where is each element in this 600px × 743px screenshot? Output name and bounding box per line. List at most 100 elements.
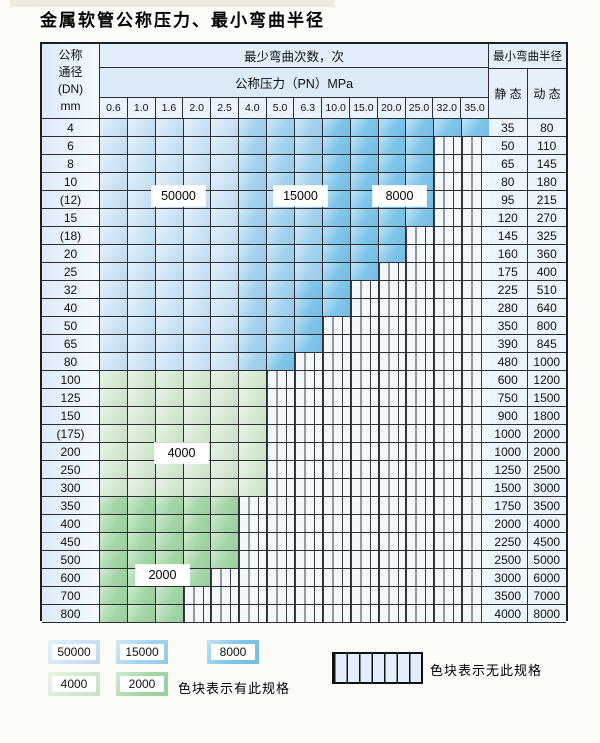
pressure-cells (100, 587, 490, 605)
spec-cell (295, 137, 323, 155)
pressure-cells (100, 227, 490, 245)
legend-has-spec-note: 色块表示有此规格 (178, 681, 291, 696)
spec-cell (100, 389, 128, 407)
pressure-cells (100, 281, 490, 299)
no-spec-cell (406, 263, 435, 281)
spec-cell (350, 191, 379, 209)
no-spec-cell (295, 443, 323, 461)
pressure-cells (100, 425, 490, 443)
no-spec-cell (378, 299, 407, 317)
pressure-value-header: 6.3 (294, 97, 323, 119)
dn-cell: 600 (42, 569, 100, 587)
dynamic-radius-cell: 400 (527, 263, 566, 281)
pressure-value-header: 35.0 (461, 97, 488, 119)
static-radius-cell: 480 (489, 353, 528, 371)
no-spec-cell (350, 371, 379, 389)
dynamic-radius-cell: 80 (527, 119, 566, 137)
dn-cell: 8 (42, 155, 100, 173)
no-spec-cell (406, 227, 435, 245)
spec-cell (211, 245, 240, 263)
static-radius-cell: 2250 (489, 533, 528, 551)
zone-label: 4000 (155, 443, 208, 463)
spec-cell (211, 119, 240, 137)
no-spec-cell (406, 425, 435, 443)
spec-cell (350, 209, 379, 227)
static-radius-cell: 1250 (489, 461, 528, 479)
no-spec-cell (295, 587, 323, 605)
legend-swatch: 50000 (48, 640, 100, 664)
spec-cell (350, 173, 379, 191)
no-spec-cell (462, 389, 490, 407)
spec-cell (211, 371, 240, 389)
no-spec-cell (322, 407, 351, 425)
static-radius-cell: 3000 (489, 569, 528, 587)
no-spec-cell (378, 515, 407, 533)
spec-cell (100, 263, 128, 281)
spec-cell (267, 317, 296, 335)
legend-swatch: 8000 (207, 640, 259, 664)
no-spec-cell (434, 605, 463, 623)
no-spec-cell (462, 587, 490, 605)
spec-cell (155, 371, 184, 389)
no-spec-cell (350, 569, 379, 587)
no-spec-cell (462, 299, 490, 317)
table-row: 65 390 845 (42, 335, 566, 353)
static-radius-cell: 750 (489, 389, 528, 407)
table-row: 15 120 270 (42, 209, 566, 227)
no-spec-cell (350, 335, 379, 353)
legend-swatch-label: 4000 (52, 676, 96, 692)
no-spec-cell (378, 605, 407, 623)
dn-column-header: 公称 通径 (DN) mm (42, 44, 100, 119)
zone-label: 2000 (136, 565, 189, 585)
no-spec-cell (406, 569, 435, 587)
dn-cell: 150 (42, 407, 100, 425)
dn-cell: 125 (42, 389, 100, 407)
spec-cell (100, 569, 128, 587)
static-radius-cell: 390 (489, 335, 528, 353)
spec-cell (155, 137, 184, 155)
no-spec-cell (378, 317, 407, 335)
no-spec-cell (322, 461, 351, 479)
spec-cell (100, 605, 128, 623)
spec-cell (295, 263, 323, 281)
spec-cell (155, 281, 184, 299)
dn-cell: 10 (42, 173, 100, 191)
no-spec-cell (350, 443, 379, 461)
no-spec-cell (406, 407, 435, 425)
table-row: 250 1250 2500 (42, 461, 566, 479)
dn-cell: 65 (42, 335, 100, 353)
dynamic-radius-cell: 1800 (527, 407, 566, 425)
dynamic-radius-cell: 1500 (527, 389, 566, 407)
spec-cell (100, 317, 128, 335)
spec-cell (239, 317, 268, 335)
pressure-values-row: 0.6 1.0 1.6 2.0 2.5 4.0 5.0 6.3 10.0 15.0 20.0 25.0… (100, 97, 489, 119)
spec-cell (267, 119, 296, 137)
dn-cell: (12) (42, 191, 100, 209)
no-spec-cell (378, 425, 407, 443)
spec-cell (155, 515, 184, 533)
pressure-cells (100, 353, 490, 371)
spec-cell (100, 155, 128, 173)
min-bend-radius-header: 最小弯曲半径 (489, 44, 566, 69)
spec-cell (155, 497, 184, 515)
table-row: 700 3500 7000 (42, 587, 566, 605)
spec-cell (211, 191, 240, 209)
no-spec-cell (406, 317, 435, 335)
no-spec-cell (434, 191, 463, 209)
spec-cell (127, 281, 156, 299)
dn-cell: 450 (42, 533, 100, 551)
dynamic-header: 动 态 (528, 68, 566, 119)
no-spec-cell (350, 497, 379, 515)
spec-cell (127, 587, 156, 605)
table-row: 20 160 360 (42, 245, 566, 263)
no-spec-cell (350, 389, 379, 407)
spec-cell (350, 155, 379, 173)
no-spec-cell (462, 173, 490, 191)
no-spec-cell (267, 443, 296, 461)
spec-cell (100, 443, 128, 461)
table-header: 公称 通径 (DN) mm 最少弯曲次数，次 公称压力（PN）MPa 0.6 1.… (42, 44, 566, 119)
spec-cell (127, 155, 156, 173)
no-spec-cell (378, 461, 407, 479)
no-spec-cell (267, 407, 296, 425)
spec-cell (350, 263, 379, 281)
